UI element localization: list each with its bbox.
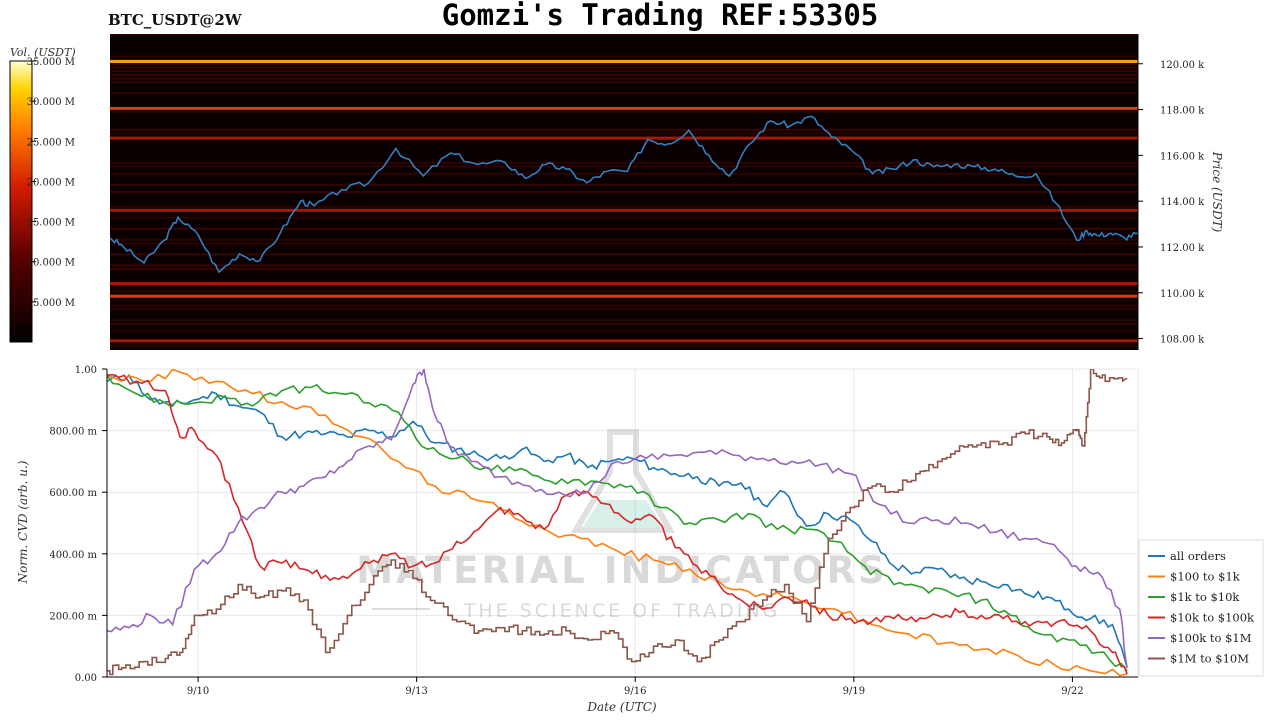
series-line-1	[107, 373, 1128, 669]
heatmap-panel: 108.00 k 110.00 k 112.00 k 114.00 k 116.00 k…	[110, 34, 1224, 350]
x-tick-label: 9/13	[405, 686, 427, 697]
colorbar-gradient	[9, 60, 33, 343]
price-line	[110, 115, 1138, 274]
colorbar-label: Vol. (USDT)	[10, 46, 76, 59]
heatmap-band	[110, 205, 1138, 208]
heatmap-band	[110, 92, 1138, 95]
price-tick-label: 118.00 k	[1160, 106, 1205, 117]
watermark-title: MATERIAL INDICATORS	[356, 549, 887, 592]
heatmap-band	[110, 73, 1138, 76]
colorbar-tick-label: 20.000 M	[27, 177, 75, 188]
heatmap-band	[110, 62, 1138, 65]
price-tick-label: 120.00 k	[1160, 60, 1205, 71]
liquidity-level	[110, 208, 1138, 212]
series-line-4	[107, 373, 1128, 675]
heatmap-band	[110, 322, 1138, 325]
liquidity-level	[110, 282, 1138, 286]
heatmap-band	[110, 55, 1138, 58]
price-tick-label: 114.00 k	[1160, 197, 1205, 208]
watermark: MATERIAL INDICATORS THE SCIENCE OF TRADI…	[356, 429, 887, 622]
cvd-y-axis-label: Norm. CVD (arb. u.)	[16, 460, 30, 584]
heatmap-band	[110, 227, 1138, 230]
x-tick-label: 9/22	[1061, 686, 1083, 697]
heatmap-band	[110, 268, 1138, 271]
cvd-y-tick-label: 800.00 m	[49, 427, 97, 438]
legend-label: $100 to $1k	[1170, 570, 1241, 584]
heatmap-band	[110, 81, 1138, 84]
legend-label: $100k to $1M	[1170, 631, 1252, 645]
price-tick-label: 116.00 k	[1160, 151, 1205, 162]
heatmap-band	[110, 66, 1138, 69]
legend-label: $10k to $100k	[1170, 611, 1255, 625]
heatmap-band	[110, 110, 1138, 113]
series-line-5	[107, 369, 1128, 668]
colorbar-tick-label: 30.000 M	[27, 97, 75, 108]
series-line-6	[107, 369, 1128, 676]
watermark-subtitle: THE SCIENCE OF TRADING	[463, 600, 781, 622]
heatmap-band	[110, 191, 1138, 194]
colorbar-tick-label: 15.000 M	[27, 218, 75, 229]
heatmap-band	[110, 304, 1138, 307]
heatmap-band	[110, 344, 1138, 347]
heatmap-band	[110, 34, 1138, 36]
heatmap-band	[110, 330, 1138, 333]
legend-label: $1k to $10k	[1170, 590, 1240, 604]
cvd-y-tick-label: 200.00 m	[49, 611, 97, 622]
cvd-y-tick-label: 600.00 m	[49, 488, 97, 499]
flask-icon	[570, 429, 676, 533]
heatmap-band	[110, 290, 1138, 293]
heatmap-band	[110, 161, 1138, 164]
colorbar-tick-label: 5.000 M	[33, 298, 75, 309]
cvd-panel: MATERIAL INDICATORS THE SCIENCE OF TRADI…	[16, 365, 1139, 714]
x-tick-label: 9/19	[843, 686, 865, 697]
x-tick-label: 9/10	[187, 686, 209, 697]
heatmap-band	[110, 216, 1138, 219]
page-title: Gomzi's Trading REF:53305	[442, 0, 879, 32]
cvd-y-tick-label: 1.00	[75, 365, 97, 376]
heatmap-band	[110, 77, 1138, 80]
flask-liquid	[582, 500, 664, 528]
series-line-2	[107, 369, 1128, 677]
colorbar-tick-label: 25.000 M	[27, 137, 75, 148]
liquidity-level	[110, 106, 1138, 110]
heatmap-band	[110, 253, 1138, 256]
price-tick-label: 112.00 k	[1160, 243, 1205, 254]
liquidity-level	[110, 136, 1138, 140]
liquidity-level	[110, 294, 1138, 298]
heatmap-band	[110, 172, 1138, 175]
price-tick-label: 110.00 k	[1160, 289, 1205, 300]
colorbar-tick-label: 10.000 M	[27, 258, 75, 269]
heatmap-band	[110, 183, 1138, 186]
heatmap-band	[110, 308, 1138, 311]
heatmap-band	[110, 238, 1138, 241]
heatmap-band	[110, 319, 1138, 322]
colorbar: Vol. (USDT) 5.000 M 10.000 M 15.000 M 20.00…	[9, 46, 76, 343]
legend-box	[1138, 539, 1264, 677]
symbol-label: BTC_USDT@2W	[108, 11, 243, 29]
price-tick-label: 108.00 k	[1160, 335, 1205, 346]
legend-label: all orders	[1170, 549, 1226, 563]
liquidity-level	[110, 59, 1138, 63]
heatmap-band	[110, 165, 1138, 168]
x-axis-label: Date (UTC)	[586, 700, 656, 714]
colorbar-tick-label: 35.000 M	[27, 57, 75, 68]
heatmap-band	[110, 264, 1138, 267]
series-line-3	[107, 374, 1128, 672]
cvd-y-tick-label: 0.00	[75, 673, 97, 684]
heatmap-band	[110, 242, 1138, 245]
legend: all orders $100 to $1k $1k to $10k $10k to …	[1138, 539, 1264, 677]
heatmap-band	[110, 70, 1138, 73]
heatmap-band	[110, 132, 1138, 135]
legend-label: $1M to $10M	[1170, 652, 1249, 666]
price-axis-label: Price (USDT)	[1210, 151, 1224, 233]
liquidity-level	[110, 339, 1138, 343]
cvd-y-tick-label: 400.00 m	[49, 550, 97, 561]
x-tick-label: 9/16	[624, 686, 646, 697]
heatmap-band	[110, 128, 1138, 131]
